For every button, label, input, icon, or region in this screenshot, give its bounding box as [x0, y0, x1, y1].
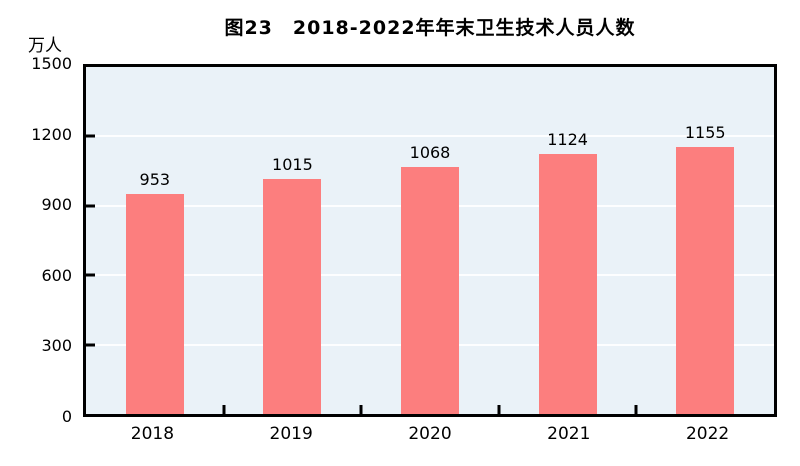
- bar-value-label: 1068: [409, 142, 451, 162]
- x-axis-label-2019: 2019: [269, 424, 313, 444]
- x-axis-label-2018: 2018: [130, 424, 175, 444]
- y-axis-tick: [86, 204, 95, 208]
- x-axis: 2018 2019 2020 2021 2022: [83, 422, 777, 448]
- y-tick-label: 600: [41, 265, 72, 285]
- x-axis-tick: [359, 405, 363, 414]
- x-axis-label-2020: 2020: [408, 424, 452, 444]
- bar-value-label: 1015: [272, 155, 313, 175]
- y-axis-tick: [86, 134, 95, 138]
- bar-value-label: 1155: [684, 122, 726, 142]
- y-axis-tick: [86, 273, 95, 277]
- x-axis-tick: [634, 405, 638, 414]
- y-tick-label: 1200: [31, 124, 72, 144]
- y-axis: 0 300 600 900 1200 1500: [0, 55, 72, 426]
- bar-2019: [263, 179, 322, 414]
- plot-inner: 953 1015 1068 1124 1155: [86, 67, 774, 414]
- chart-title: 图23 2018-2022年年末卫生技术人员人数: [224, 17, 636, 39]
- bar-2022: [676, 146, 735, 414]
- bar-2021: [538, 153, 597, 414]
- gridline: [86, 135, 774, 138]
- bar-2018: [125, 193, 184, 414]
- x-axis-tick: [497, 405, 501, 414]
- plot-area: 953 1015 1068 1124 1155: [83, 64, 777, 417]
- y-tick-label: 0: [61, 407, 72, 426]
- y-tick-label: 300: [41, 336, 72, 356]
- y-axis-unit-label: 万人: [28, 36, 62, 56]
- bar-value-label: 1124: [547, 129, 588, 149]
- x-axis-label-2022: 2022: [685, 424, 730, 444]
- x-axis-tick: [222, 405, 226, 414]
- y-tick-label: 900: [41, 195, 72, 215]
- bar-value-label: 953: [139, 169, 171, 189]
- x-axis-label-2021: 2021: [547, 424, 591, 444]
- y-tick-label: 1500: [31, 54, 72, 73]
- y-axis-tick: [86, 343, 95, 347]
- bar-2020: [401, 166, 459, 414]
